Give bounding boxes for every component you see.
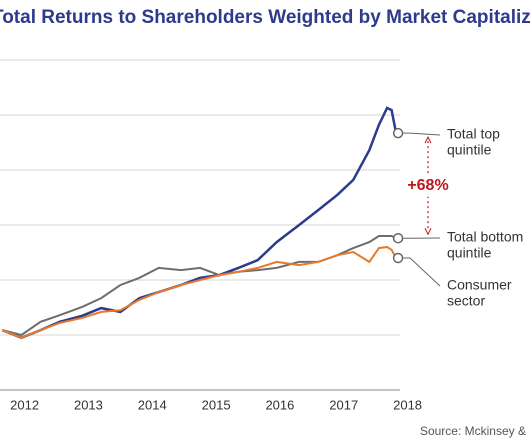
series-label: quintile	[447, 142, 492, 158]
chart-title: Total Returns to Shareholders Weighted b…	[0, 7, 530, 28]
series-label: quintile	[447, 245, 492, 261]
gap-label-bg	[402, 174, 454, 197]
arrow-head	[424, 227, 432, 236]
arrow-head	[424, 136, 432, 144]
x-tick-label: 2016	[265, 397, 294, 412]
x-tick-label: 2012	[10, 397, 39, 412]
leader-line	[403, 257, 441, 287]
gap-label: +68%	[407, 177, 448, 194]
end-marker	[392, 252, 404, 264]
series-label: Total top	[447, 126, 500, 142]
series-line	[1, 106, 398, 340]
x-tick-label: 2013	[74, 397, 103, 412]
source: Source: Mckinsey &	[420, 424, 526, 438]
x-tick-label: 2017	[329, 397, 358, 412]
series-label: sector	[447, 293, 485, 309]
end-marker	[392, 127, 404, 139]
end-marker	[392, 232, 404, 244]
series-line	[1, 245, 397, 339]
series-label: Total bottom	[447, 229, 523, 245]
x-tick-label: 2015	[202, 397, 231, 412]
series-label: Consumer	[447, 277, 512, 293]
x-tick-label: 2018	[393, 397, 422, 412]
leader-line	[403, 132, 441, 136]
x-tick-label: 2014	[138, 397, 167, 412]
